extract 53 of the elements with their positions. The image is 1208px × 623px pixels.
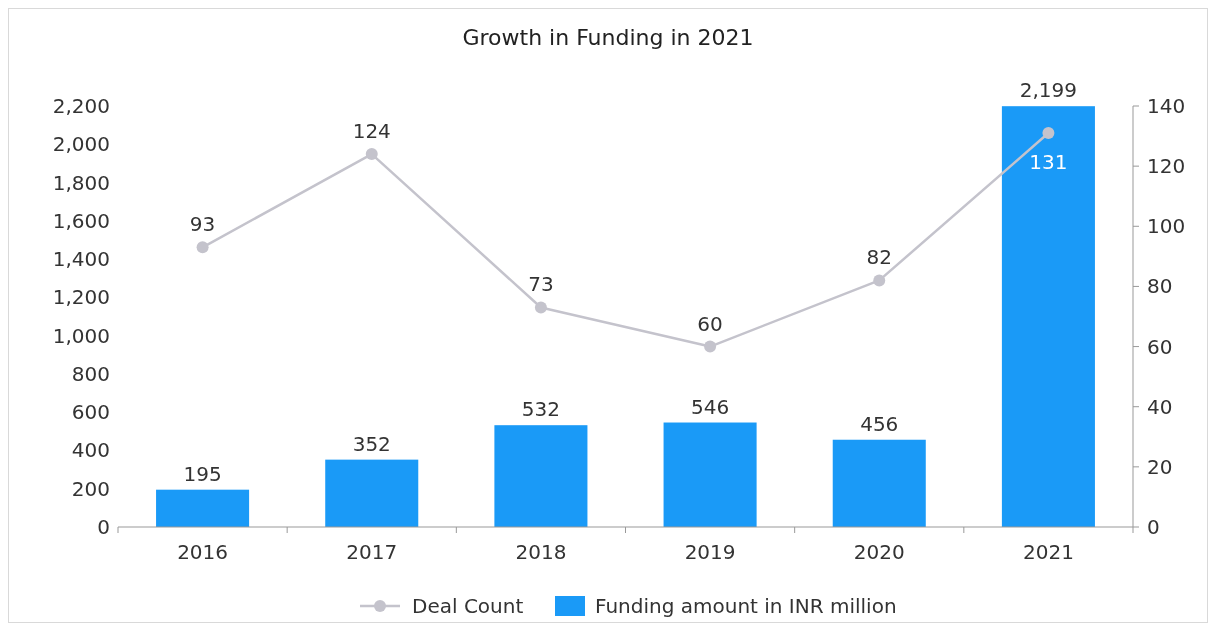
data-label: 82 bbox=[866, 245, 892, 270]
y2-tick-label: 80 bbox=[1147, 274, 1173, 299]
data-label: 124 bbox=[352, 119, 391, 144]
bar bbox=[832, 439, 926, 527]
y-tick-label: 1,800 bbox=[52, 170, 110, 195]
y2-tick-label: 60 bbox=[1147, 334, 1173, 359]
point bbox=[365, 148, 378, 161]
x-tick-label: 2017 bbox=[346, 540, 398, 564]
chart-title: Growth in Funding in 2021 bbox=[462, 25, 754, 50]
bar bbox=[325, 459, 419, 527]
data-label: 60 bbox=[697, 311, 723, 336]
point bbox=[873, 274, 886, 287]
data-label: 131 bbox=[1029, 150, 1068, 175]
y2-tick-label: 40 bbox=[1147, 394, 1173, 419]
x-tick-label: 2018 bbox=[515, 540, 567, 564]
data-label: 195 bbox=[183, 461, 222, 486]
x-tick-label: 2020 bbox=[853, 540, 905, 564]
bar bbox=[494, 425, 588, 527]
y-tick-label: 400 bbox=[71, 438, 110, 463]
legend-label: Deal Count bbox=[412, 594, 524, 618]
y-tick-label: 1,400 bbox=[52, 247, 110, 272]
point bbox=[704, 340, 717, 353]
data-label: 73 bbox=[528, 272, 554, 297]
point bbox=[1042, 127, 1055, 140]
y-tick-label: 2,200 bbox=[52, 94, 110, 118]
y-tick-label: 0 bbox=[97, 515, 110, 539]
y2-tick-label: 20 bbox=[1147, 454, 1173, 479]
bar bbox=[156, 489, 250, 527]
y2-tick-label: 0 bbox=[1147, 515, 1160, 539]
y-tick-label: 600 bbox=[71, 400, 110, 425]
point bbox=[196, 241, 209, 254]
data-label: 546 bbox=[690, 394, 730, 419]
y2-tick-label: 140 bbox=[1147, 94, 1186, 118]
data-label: 2,199 bbox=[1019, 78, 1078, 103]
bar bbox=[663, 422, 757, 527]
y-tick-label: 2,000 bbox=[52, 132, 110, 157]
data-label: 532 bbox=[521, 397, 561, 422]
data-label: 93 bbox=[189, 212, 216, 237]
y-tick-label: 1,000 bbox=[52, 323, 110, 348]
point bbox=[534, 301, 547, 314]
y-tick-label: 1,600 bbox=[52, 208, 110, 233]
y2-tick-label: 120 bbox=[1147, 154, 1186, 179]
x-tick-label: 2019 bbox=[684, 540, 736, 564]
x-tick-label: 2016 bbox=[177, 540, 229, 564]
y-tick-label: 800 bbox=[71, 361, 110, 386]
y-tick-label: 1,200 bbox=[52, 285, 110, 310]
x-tick-label: 2021 bbox=[1022, 540, 1074, 564]
y-tick-label: 200 bbox=[71, 476, 110, 501]
data-label: 456 bbox=[860, 411, 899, 436]
data-label: 352 bbox=[352, 431, 391, 456]
bar bbox=[1001, 106, 1095, 527]
y2-tick-label: 100 bbox=[1147, 214, 1186, 239]
legend-label: Funding amount in INR million bbox=[595, 594, 897, 618]
